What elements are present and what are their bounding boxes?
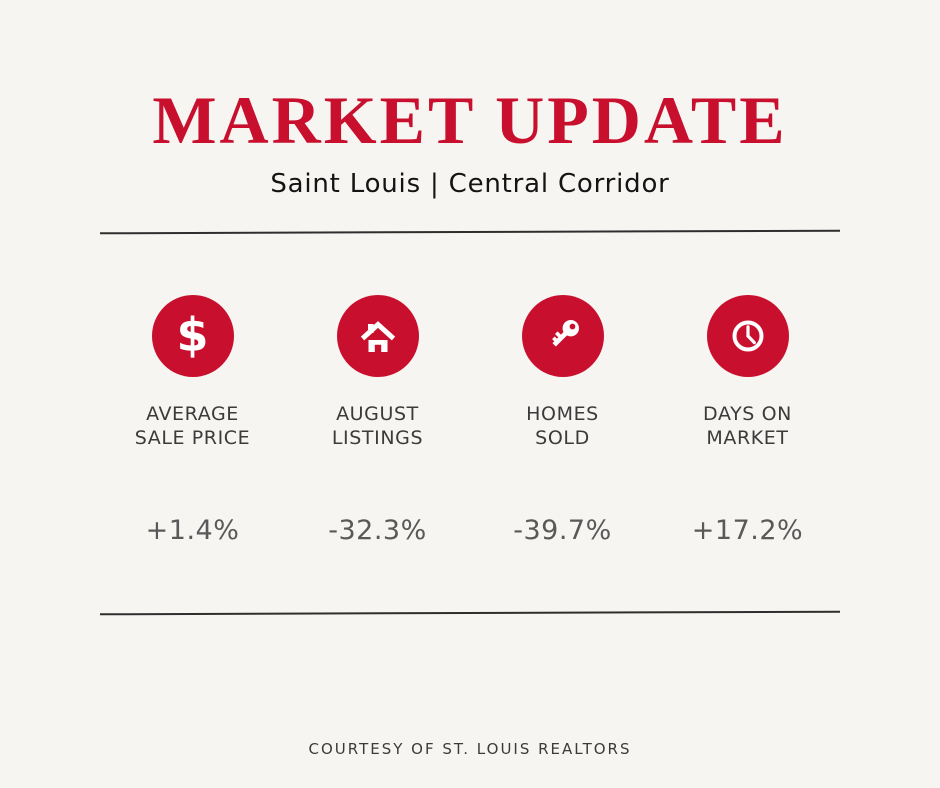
stat-days-on-market: DAYS ON MARKET +17.2% (655, 295, 840, 546)
page-title: MARKET UPDATE (152, 82, 788, 158)
clock-icon-glyph (732, 320, 763, 352)
footer-credit: COURTESY OF ST. LOUIS REALTORS (308, 740, 632, 758)
dollar-icon: $ (151, 295, 234, 377)
stat-homes-sold: HOMES SOLD -39.7% (470, 295, 655, 546)
header: MARKET UPDATE Saint Louis | Central Corr… (0, 86, 940, 200)
house-icon (336, 295, 419, 377)
house-icon-glyph (360, 321, 395, 352)
page-subtitle: Saint Louis | Central Corridor (270, 169, 670, 199)
stat-value: +1.4% (145, 514, 240, 546)
key-icon-glyph (551, 320, 579, 347)
stats-row: $ AVERAGE SALE PRICE +1.4% AUGUST LISTIN… (100, 295, 840, 546)
stat-august-listings: AUGUST LISTINGS -32.3% (285, 295, 470, 546)
stat-average-sale-price: $ AVERAGE SALE PRICE +1.4% (100, 295, 285, 546)
stat-label: AUGUST LISTINGS (331, 403, 424, 449)
stat-value: -32.3% (328, 514, 427, 546)
stat-value: +17.2% (691, 514, 804, 546)
clock-icon (706, 295, 789, 377)
stat-label: HOMES SOLD (526, 403, 599, 449)
stat-value: -39.7% (513, 514, 612, 546)
stat-label: AVERAGE SALE PRICE (134, 403, 251, 449)
key-icon (521, 295, 604, 377)
divider-top (99, 229, 841, 235)
stat-label: DAYS ON MARKET (703, 403, 792, 449)
dollar-glyph: $ (176, 308, 209, 362)
divider-bottom (99, 610, 841, 616)
